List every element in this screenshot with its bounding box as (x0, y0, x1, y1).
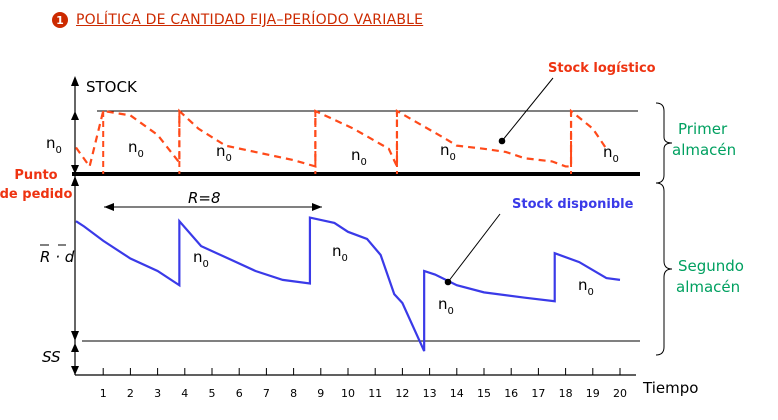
stock-disponible-label: Stock disponible (512, 197, 634, 212)
ss-arrow-down (71, 366, 79, 375)
stock-disponible-series (75, 216, 621, 352)
x-tick-label: 14 (450, 387, 464, 400)
segundo-almacen-line2: almacén (676, 278, 740, 296)
x-tick-label: 13 (423, 387, 437, 400)
x-tick-label: 20 (613, 387, 627, 400)
n0-label: n0 (193, 248, 209, 270)
segundo-almacen-line1: Segundo (678, 257, 744, 275)
reorder-point-label-line2: de pedido (0, 187, 72, 202)
primer-almacen-line2: almacén (672, 141, 736, 159)
stock-logistico-series (75, 108, 608, 170)
x-tick-label: 16 (504, 387, 518, 400)
ss-arrow-up (71, 343, 79, 352)
r-label: R=8 (188, 189, 221, 207)
x-tick-label: 5 (209, 387, 216, 400)
title-block: 1 POLÍTICA DE CANTIDAD FIJA–PERÍODO VARI… (52, 12, 423, 28)
x-axis-label: Tiempo (642, 379, 698, 397)
r-arrow-right (312, 203, 322, 211)
stock-disponible-point (444, 278, 452, 286)
rd-label: R · d (40, 248, 75, 266)
x-tick-label: 7 (263, 387, 270, 400)
n0-label: n0 (578, 276, 594, 298)
y-axis-arrow (71, 76, 79, 86)
x-tick-label: 2 (127, 387, 134, 400)
n0-left-label: n0 (46, 134, 62, 156)
x-tick-label: 4 (181, 387, 188, 400)
title-number-badge: 1 (52, 12, 68, 28)
n0-top-labels: n0 n0 n0 n0 n0 (128, 138, 619, 168)
n0-label: n0 (351, 146, 367, 168)
segundo-almacen-brace (655, 182, 673, 356)
x-tick-label: 9 (317, 387, 324, 400)
primer-almacen-line1: Primer (678, 120, 728, 138)
x-tick-label: 15 (477, 387, 491, 400)
x-tick-label: 18 (559, 387, 573, 400)
n0-label: n0 (603, 143, 619, 165)
n0-label: n0 (332, 242, 348, 264)
x-tick-label: 1 (100, 387, 107, 400)
x-tick-label: 3 (154, 387, 161, 400)
x-tick-label: 8 (290, 387, 297, 400)
x-tick-label: 6 (236, 387, 243, 400)
rd-arrow-down (71, 331, 79, 341)
x-tick-label: 12 (395, 387, 409, 400)
x-tick-label: 17 (531, 387, 545, 400)
x-tick-group: 1 2 3 4 5 6 7 8 9 10 11 12 13 14 15 16 17 18 19 20 (100, 368, 627, 400)
n0-arrow-down (71, 165, 79, 174)
stock-logistico-point (498, 137, 506, 145)
n0-bottom-labels: n0 n0 n0 n0 (193, 242, 594, 317)
stock-logistico-label: Stock logístico (548, 61, 656, 76)
n0-label: n0 (438, 295, 454, 317)
n0-label: n0 (440, 141, 456, 163)
n0-arrow-up (71, 111, 79, 120)
y-axis-label: STOCK (86, 78, 138, 96)
rd-arrow-up (71, 176, 79, 186)
primer-almacen-brace (655, 102, 673, 184)
x-tick-label: 10 (341, 387, 355, 400)
n0-label: n0 (128, 138, 144, 160)
ss-label: SS (42, 348, 61, 366)
stock-disponible-leader (447, 213, 501, 283)
page-title: POLÍTICA DE CANTIDAD FIJA–PERÍODO VARIAB… (76, 12, 424, 28)
x-tick-label: 11 (368, 387, 382, 400)
n0-label: n0 (216, 142, 232, 164)
stock-logistico-leader (501, 77, 554, 142)
x-tick-label: 19 (586, 387, 600, 400)
r-arrow-left (104, 203, 114, 211)
reorder-point-label-line1: Punto (14, 168, 57, 183)
